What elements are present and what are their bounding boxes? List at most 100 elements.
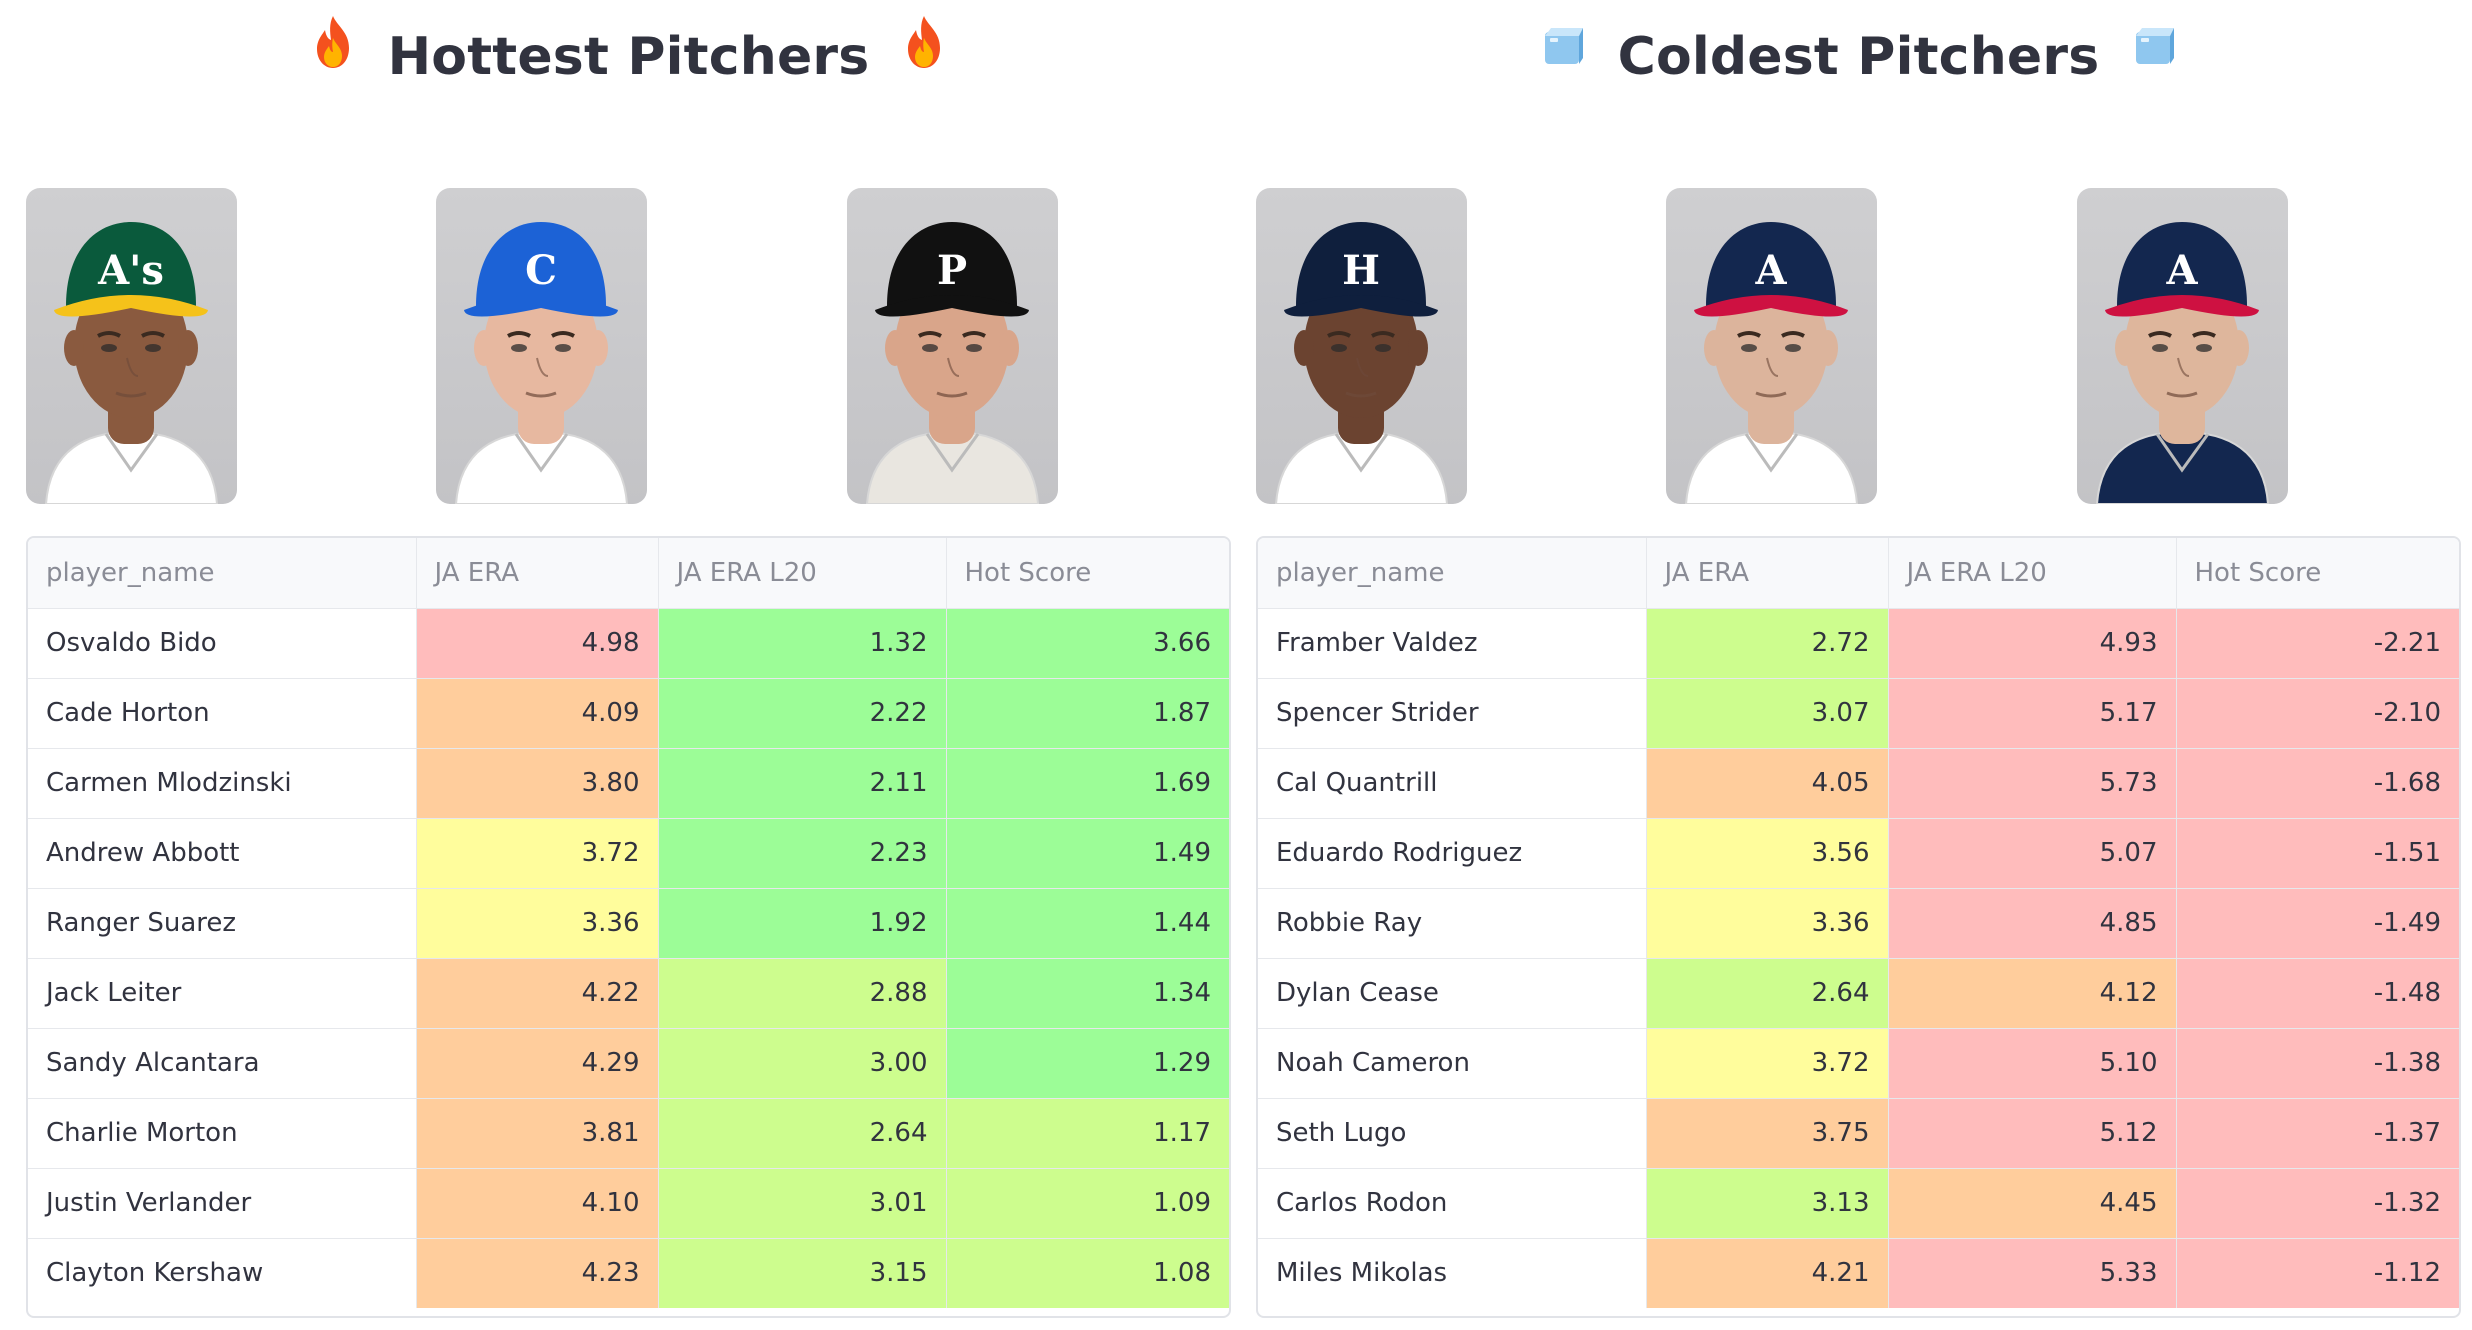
column-header-player-name[interactable]: player_name — [1258, 538, 1647, 609]
ja-era-l20-cell[interactable]: 3.15 — [658, 1238, 947, 1308]
ja-era-cell[interactable]: 4.29 — [416, 1028, 659, 1099]
ja-era-l20-cell[interactable]: 4.45 — [1888, 1168, 2177, 1239]
hot-score-cell[interactable]: 1.17 — [946, 1098, 1229, 1169]
ja-era-l20-cell[interactable]: 5.17 — [1888, 678, 2177, 749]
hot-score-cell[interactable]: 1.34 — [946, 958, 1229, 1029]
table-row[interactable]: Cade Horton 4.09 2.22 1.87 — [28, 678, 1229, 749]
player-name-cell[interactable]: Noah Cameron — [1258, 1028, 1647, 1099]
column-header-ja-era-l20[interactable]: JA ERA L20 — [658, 538, 947, 609]
table-row[interactable]: Sandy Alcantara 4.29 3.00 1.29 — [28, 1028, 1229, 1099]
hot-score-cell[interactable]: -2.21 — [2176, 608, 2459, 679]
table-row[interactable]: Noah Cameron 3.72 5.10 -1.38 — [1258, 1028, 2459, 1099]
ja-era-cell[interactable]: 4.22 — [416, 958, 659, 1029]
ja-era-cell[interactable]: 3.72 — [416, 818, 659, 889]
column-header-ja-era[interactable]: JA ERA — [416, 538, 659, 609]
ja-era-cell[interactable]: 3.56 — [1646, 818, 1889, 889]
ja-era-l20-cell[interactable]: 5.10 — [1888, 1028, 2177, 1099]
player-name-cell[interactable]: Cade Horton — [28, 678, 417, 749]
column-header-hot-score[interactable]: Hot Score — [2176, 538, 2459, 609]
table-row[interactable]: Spencer Strider 3.07 5.17 -2.10 — [1258, 678, 2459, 749]
table-row[interactable]: Carmen Mlodzinski 3.80 2.11 1.69 — [28, 748, 1229, 819]
hottest-pitchers-table[interactable]: player_name JA ERA JA ERA L20 Hot Score … — [26, 536, 1231, 1318]
ja-era-cell[interactable]: 3.36 — [1646, 888, 1889, 959]
player-name-cell[interactable]: Carmen Mlodzinski — [28, 748, 417, 819]
column-header-player-name[interactable]: player_name — [28, 538, 417, 609]
table-row[interactable]: Andrew Abbott 3.72 2.23 1.49 — [28, 818, 1229, 889]
ja-era-l20-cell[interactable]: 5.33 — [1888, 1238, 2177, 1308]
column-header-ja-era-l20[interactable]: JA ERA L20 — [1888, 538, 2177, 609]
player-name-cell[interactable]: Spencer Strider — [1258, 678, 1647, 749]
ja-era-l20-cell[interactable]: 5.73 — [1888, 748, 2177, 819]
player-name-cell[interactable]: Ranger Suarez — [28, 888, 417, 959]
ja-era-l20-cell[interactable]: 5.12 — [1888, 1098, 2177, 1169]
ja-era-cell[interactable]: 4.09 — [416, 678, 659, 749]
ja-era-cell[interactable]: 4.10 — [416, 1168, 659, 1239]
ja-era-l20-cell[interactable]: 5.07 — [1888, 818, 2177, 889]
table-row[interactable]: Clayton Kershaw 4.23 3.15 1.08 — [28, 1238, 1229, 1308]
player-name-cell[interactable]: Jack Leiter — [28, 958, 417, 1029]
player-name-cell[interactable]: Seth Lugo — [1258, 1098, 1647, 1169]
ja-era-l20-cell[interactable]: 1.32 — [658, 608, 947, 679]
player-name-cell[interactable]: Sandy Alcantara — [28, 1028, 417, 1099]
hot-score-cell[interactable]: 1.49 — [946, 818, 1229, 889]
column-header-ja-era[interactable]: JA ERA — [1646, 538, 1889, 609]
table-row[interactable]: Framber Valdez 2.72 4.93 -2.21 — [1258, 608, 2459, 679]
table-row[interactable]: Jack Leiter 4.22 2.88 1.34 — [28, 958, 1229, 1029]
ja-era-cell[interactable]: 3.07 — [1646, 678, 1889, 749]
hot-score-cell[interactable]: 1.44 — [946, 888, 1229, 959]
table-row[interactable]: Charlie Morton 3.81 2.64 1.17 — [28, 1098, 1229, 1169]
player-name-cell[interactable]: Dylan Cease — [1258, 958, 1647, 1029]
player-name-cell[interactable]: Cal Quantrill — [1258, 748, 1647, 819]
player-name-cell[interactable]: Andrew Abbott — [28, 818, 417, 889]
table-row[interactable]: Cal Quantrill 4.05 5.73 -1.68 — [1258, 748, 2459, 819]
hot-score-cell[interactable]: -1.32 — [2176, 1168, 2459, 1239]
coldest-pitchers-table[interactable]: player_name JA ERA JA ERA L20 Hot Score … — [1256, 536, 2461, 1318]
ja-era-cell[interactable]: 3.75 — [1646, 1098, 1889, 1169]
player-name-cell[interactable]: Carlos Rodon — [1258, 1168, 1647, 1239]
table-row[interactable]: Eduardo Rodriguez 3.56 5.07 -1.51 — [1258, 818, 2459, 889]
table-row[interactable]: Justin Verlander 4.10 3.01 1.09 — [28, 1168, 1229, 1239]
ja-era-l20-cell[interactable]: 2.23 — [658, 818, 947, 889]
table-row[interactable]: Osvaldo Bido 4.98 1.32 3.66 — [28, 608, 1229, 679]
ja-era-cell[interactable]: 2.64 — [1646, 958, 1889, 1029]
table-row[interactable]: Robbie Ray 3.36 4.85 -1.49 — [1258, 888, 2459, 959]
hot-score-cell[interactable]: -1.51 — [2176, 818, 2459, 889]
player-name-cell[interactable]: Osvaldo Bido — [28, 608, 417, 679]
ja-era-cell[interactable]: 3.81 — [416, 1098, 659, 1169]
player-name-cell[interactable]: Robbie Ray — [1258, 888, 1647, 959]
player-name-cell[interactable]: Miles Mikolas — [1258, 1238, 1647, 1308]
table-row[interactable]: Seth Lugo 3.75 5.12 -1.37 — [1258, 1098, 2459, 1169]
hot-score-cell[interactable]: 1.87 — [946, 678, 1229, 749]
ja-era-l20-cell[interactable]: 4.12 — [1888, 958, 2177, 1029]
player-name-cell[interactable]: Clayton Kershaw — [28, 1238, 417, 1308]
ja-era-cell[interactable]: 3.72 — [1646, 1028, 1889, 1099]
ja-era-l20-cell[interactable]: 4.85 — [1888, 888, 2177, 959]
hot-score-cell[interactable]: -1.68 — [2176, 748, 2459, 819]
ja-era-cell[interactable]: 2.72 — [1646, 608, 1889, 679]
hot-score-cell[interactable]: 3.66 — [946, 608, 1229, 679]
table-row[interactable]: Miles Mikolas 4.21 5.33 -1.12 — [1258, 1238, 2459, 1308]
player-name-cell[interactable]: Justin Verlander — [28, 1168, 417, 1239]
ja-era-cell[interactable]: 3.13 — [1646, 1168, 1889, 1239]
ja-era-cell[interactable]: 4.23 — [416, 1238, 659, 1308]
table-row[interactable]: Ranger Suarez 3.36 1.92 1.44 — [28, 888, 1229, 959]
ja-era-cell[interactable]: 3.80 — [416, 748, 659, 819]
table-row[interactable]: Carlos Rodon 3.13 4.45 -1.32 — [1258, 1168, 2459, 1239]
hot-score-cell[interactable]: 1.69 — [946, 748, 1229, 819]
player-name-cell[interactable]: Charlie Morton — [28, 1098, 417, 1169]
column-header-hot-score[interactable]: Hot Score — [946, 538, 1229, 609]
ja-era-l20-cell[interactable]: 1.92 — [658, 888, 947, 959]
hot-score-cell[interactable]: -1.38 — [2176, 1028, 2459, 1099]
hot-score-cell[interactable]: -1.12 — [2176, 1238, 2459, 1308]
hot-score-cell[interactable]: -1.49 — [2176, 888, 2459, 959]
ja-era-cell[interactable]: 3.36 — [416, 888, 659, 959]
ja-era-l20-cell[interactable]: 2.64 — [658, 1098, 947, 1169]
hot-score-cell[interactable]: 1.08 — [946, 1238, 1229, 1308]
ja-era-cell[interactable]: 4.05 — [1646, 748, 1889, 819]
ja-era-cell[interactable]: 4.98 — [416, 608, 659, 679]
ja-era-cell[interactable]: 4.21 — [1646, 1238, 1889, 1308]
hot-score-cell[interactable]: -1.48 — [2176, 958, 2459, 1029]
hot-score-cell[interactable]: 1.09 — [946, 1168, 1229, 1239]
player-name-cell[interactable]: Framber Valdez — [1258, 608, 1647, 679]
ja-era-l20-cell[interactable]: 2.88 — [658, 958, 947, 1029]
